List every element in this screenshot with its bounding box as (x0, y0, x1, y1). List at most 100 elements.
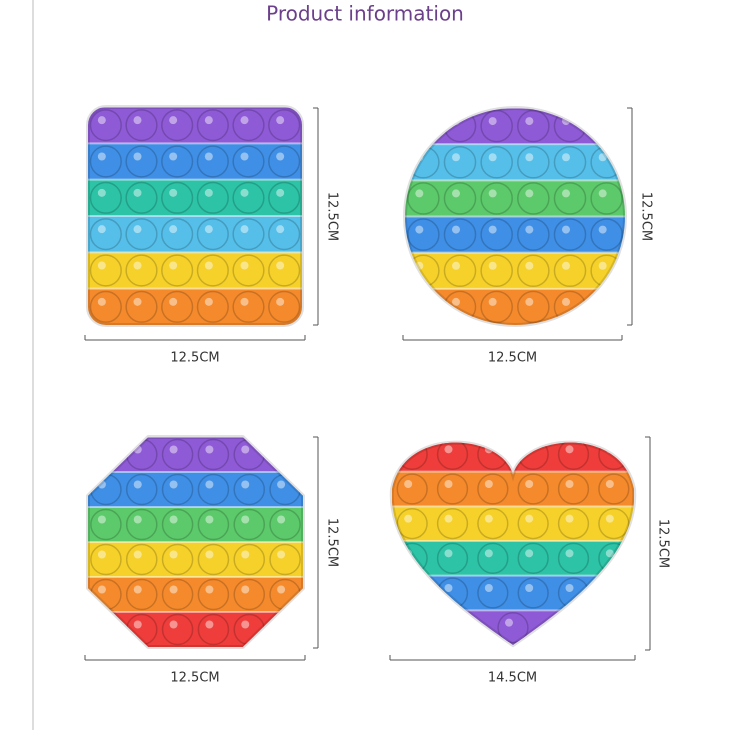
bubble (557, 473, 590, 505)
bubble (517, 182, 550, 215)
bubble-shine (133, 585, 142, 594)
bubble (477, 577, 509, 609)
bubble-shine (133, 225, 142, 234)
bubble-shine (452, 225, 460, 234)
bubble-shine (204, 261, 213, 270)
bubble (90, 543, 122, 576)
color-stripe (88, 542, 303, 578)
bubble (196, 218, 229, 251)
bubble-shine (562, 225, 570, 234)
color-stripe (405, 216, 625, 254)
bubble-shine (488, 117, 497, 126)
bubble-shine (562, 297, 570, 306)
bubble (233, 508, 266, 541)
bubble (553, 218, 587, 251)
color-stripe (88, 437, 303, 473)
color-stripe (88, 472, 303, 508)
height-label: 12.5CM (325, 518, 340, 567)
bubble-shine (205, 585, 214, 594)
bubble-shine (205, 480, 214, 489)
bubble (232, 109, 265, 142)
bubble-shine (169, 445, 178, 454)
bubble (197, 508, 230, 541)
bubble (436, 577, 469, 609)
bubble-shine (240, 152, 249, 161)
bubble-shine (565, 549, 574, 558)
bubble (161, 543, 194, 576)
bubble (196, 109, 229, 142)
bubble-shine (97, 515, 106, 524)
bubble (233, 578, 266, 611)
bubble-shine (404, 480, 413, 488)
bubble (89, 218, 122, 251)
bubble (125, 508, 158, 541)
bubble (89, 181, 122, 214)
bubble (161, 218, 194, 251)
bubble-shine (97, 550, 106, 559)
bubble-shine (505, 618, 513, 627)
bubble (125, 218, 158, 251)
color-stripe (405, 180, 625, 218)
bubble-shine (97, 620, 106, 629)
bubble-shine (525, 514, 534, 523)
bubble (443, 218, 477, 251)
bubble-shine (276, 225, 285, 234)
bubble-shine (415, 297, 424, 306)
bubble-shine (169, 261, 178, 270)
bubble (196, 290, 229, 323)
bubble (517, 542, 549, 574)
bubble-shine (204, 297, 213, 306)
bubble-shine (240, 297, 249, 306)
bubble-shine (97, 585, 106, 594)
bubble (125, 290, 158, 323)
bubble-shine (488, 225, 497, 234)
bubble (89, 290, 122, 323)
bubble (161, 109, 194, 142)
bubble (517, 254, 550, 288)
color-stripe (88, 252, 302, 290)
bubble-shine (204, 152, 213, 161)
bubble-shine (525, 584, 534, 592)
bubble-shine (404, 584, 413, 592)
bubble (232, 254, 265, 287)
bubble (161, 508, 194, 541)
color-stripe (392, 471, 634, 508)
bubble (480, 254, 513, 288)
color-stripe (88, 288, 302, 325)
bubble-shine (133, 261, 142, 270)
color-stripe (392, 575, 634, 612)
bubble (125, 578, 158, 611)
bubble-shine (133, 550, 142, 559)
bubble-shine (484, 480, 493, 488)
fidget-toy (88, 107, 302, 325)
bubble-shine (452, 153, 460, 162)
bubble-shine (415, 117, 424, 126)
bubble-shine (240, 116, 249, 125)
toy-rim (403, 106, 627, 327)
bubble-shine (97, 152, 106, 161)
bubble (232, 290, 265, 323)
bubble-shine (488, 261, 497, 270)
bubble-shine (598, 153, 607, 162)
bubble-shine (415, 225, 424, 234)
bubble-shine (204, 116, 213, 125)
bubble (89, 254, 122, 287)
bubble-shine (241, 620, 250, 629)
bubble (125, 543, 158, 576)
bubble-shine (133, 152, 142, 161)
bubble (269, 508, 301, 541)
color-stripe (88, 507, 303, 543)
bubble (269, 613, 301, 646)
bubble-shine (565, 514, 574, 523)
bubble (161, 613, 194, 646)
bubble (477, 542, 509, 574)
bubble-shine (605, 549, 614, 558)
bubble-shine (452, 261, 460, 270)
bubble (197, 473, 230, 506)
bubble (196, 181, 229, 214)
bubble (590, 182, 623, 215)
bubble (268, 109, 301, 142)
bubble-shine (484, 549, 493, 558)
bubble-shine (169, 225, 178, 234)
bubble-shine (404, 445, 413, 454)
